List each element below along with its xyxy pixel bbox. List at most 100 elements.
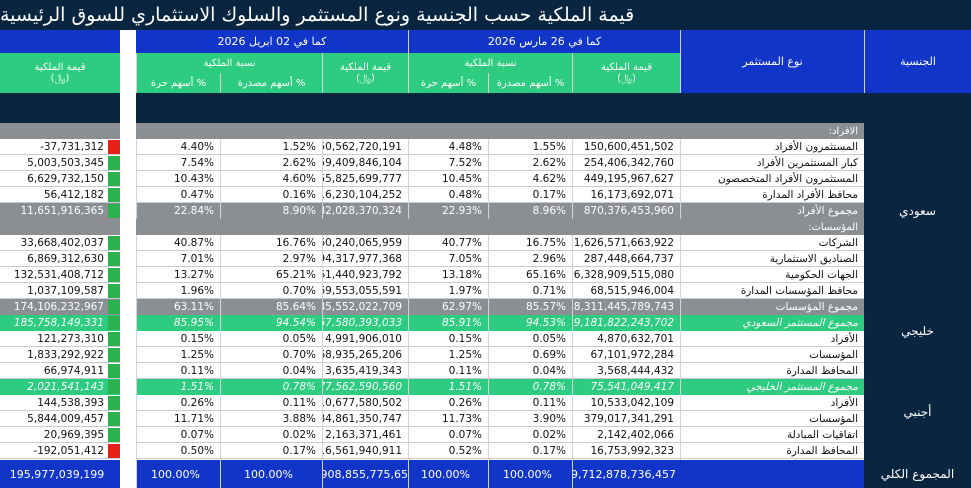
subheader-band (136, 123, 680, 139)
cell-f1: 22.93% (408, 203, 488, 219)
nationality-saudi: سعودي (864, 123, 971, 298)
cell-i2: 0.17% (220, 443, 322, 459)
cell-v1: 379,017,341,291 (572, 411, 680, 427)
cell-i2: 0.02% (220, 427, 322, 443)
indicator-cell (110, 171, 120, 187)
cell-f2: 0.11% (136, 363, 220, 379)
cell-f1: 0.52% (408, 443, 488, 459)
investor-type-label: المؤسسات (680, 347, 864, 363)
increase-indicator (108, 364, 120, 378)
change-value-label: قيمة الملكية (34, 62, 86, 73)
cell-f2: 4.40% (136, 139, 220, 155)
investor-type-label: المحافظ المدارة (680, 363, 864, 379)
cell-v2: 16,561,940,911 (322, 443, 408, 459)
cell-v2: 16,230,104,252 (322, 187, 408, 203)
cell-i1: 0.78% (488, 379, 572, 395)
cell-i1: 0.05% (488, 331, 572, 347)
riyal-symbol-2: (﷼) (356, 73, 375, 84)
cell-v2: 6,461,440,923,792 (322, 267, 408, 283)
cell-v1: 10,533,042,109 (572, 395, 680, 411)
cell-v2: 259,409,846,104 (322, 155, 408, 171)
cell-chg: 33,668,402,037 (0, 235, 110, 251)
investor-type-label: مجموع الأفراد (680, 203, 864, 219)
cell-f1: 7.05% (408, 251, 488, 267)
column-gap (120, 30, 136, 123)
cell-v1: 287,448,664,737 (572, 251, 680, 267)
cell-f2: 1.51% (136, 379, 220, 395)
cell-chg: 6,869,312,630 (0, 251, 110, 267)
investor-type-label: مجموع المستثمر الخليجي (680, 379, 864, 395)
cell-i1: 0.04% (488, 363, 572, 379)
increase-indicator (108, 204, 120, 218)
cell-f2: 40.87% (136, 235, 220, 251)
indicator-cell (110, 427, 120, 443)
indicator-cell (110, 443, 120, 459)
cell-i2: 0.05% (220, 331, 322, 347)
cell-chg: 185,758,149,331 (0, 315, 110, 331)
indicator-cell (110, 363, 120, 379)
increase-indicator (108, 284, 120, 298)
cell-i2: 4.60% (220, 171, 322, 187)
investor-type-label: الأفراد (680, 395, 864, 411)
cell-f1: 0.48% (408, 187, 488, 203)
investor-type-label: المستثمرون الأفراد المتخصصون (680, 171, 864, 187)
cell-f1: 7.52% (408, 155, 488, 171)
cell-i2: 2.97% (220, 251, 322, 267)
cell-v2: 68,935,265,206 (322, 347, 408, 363)
investor-type-label: الجهات الحكومية (680, 267, 864, 283)
grand-total-v2: 9,908,855,775,656 (322, 460, 408, 488)
cell-v1: 449,195,967,627 (572, 171, 680, 187)
cell-i2: 2.62% (220, 155, 322, 171)
page-title: قيمة الملكية حسب الجنسية ونوع المستثمر و… (0, 0, 971, 30)
indicator-cell (110, 331, 120, 347)
cell-chg: 174,106,232,967 (0, 299, 110, 315)
cell-f1: 62.97% (408, 299, 488, 315)
cell-v2: 2,163,371,461 (322, 427, 408, 443)
cell-v1: 1,626,571,663,922 (572, 235, 680, 251)
cell-chg: 11,651,916,365 (0, 203, 110, 219)
cell-chg: 56,412,182 (0, 187, 110, 203)
cell-i1: 0.02% (488, 427, 572, 443)
increase-indicator (108, 252, 120, 266)
cell-i1: 85.57% (488, 299, 572, 315)
cell-chg: 5,844,009,457 (0, 411, 110, 427)
decrease-indicator (108, 140, 120, 154)
cell-i2: 85.64% (220, 299, 322, 315)
cell-f2: 0.07% (136, 427, 220, 443)
cell-v2: 150,562,720,191 (322, 139, 408, 155)
ownership-value-label-1: قيمة الملكية (601, 62, 652, 73)
cell-f2: 0.26% (136, 395, 220, 411)
ownership-value-label-2: قيمة الملكية (340, 62, 391, 73)
cell-f1: 85.91% (408, 315, 488, 331)
indicator-cell (110, 155, 120, 171)
cell-f2: 0.50% (136, 443, 220, 459)
cell-f1: 0.26% (408, 395, 488, 411)
cell-v1: 2,142,402,066 (572, 427, 680, 443)
cell-i1: 0.69% (488, 347, 572, 363)
cell-v2: 77,562,590,560 (322, 379, 408, 395)
cell-v1: 6,328,909,515,080 (572, 267, 680, 283)
grand-total-spacer (680, 460, 864, 488)
investor-type-label: محافظ الأفراد المدارة (680, 187, 864, 203)
cell-v2: 10,677,580,502 (322, 395, 408, 411)
cell-v1: 870,376,453,960 (572, 203, 680, 219)
cell-f1: 13.18% (408, 267, 488, 283)
cell-v1: 68,515,946,004 (572, 283, 680, 299)
cell-chg: 132,531,408,712 (0, 267, 110, 283)
ownership-value-header-2: قيمة الملكية (﷼) (322, 53, 408, 93)
cell-f1: 0.11% (408, 363, 488, 379)
cell-i1: 0.17% (488, 443, 572, 459)
cell-i2: 0.70% (220, 347, 322, 363)
decrease-indicator (108, 444, 120, 458)
cell-i2: 3.88% (220, 411, 322, 427)
cell-v1: 4,870,632,701 (572, 331, 680, 347)
indicator-cell (110, 139, 120, 155)
cell-i1: 3.90% (488, 411, 572, 427)
period-2-header: كما في 02 ابريل 2026 (136, 30, 408, 53)
grand-total-chg: 195,977,039,199 (0, 460, 120, 488)
indicator-cell (110, 347, 120, 363)
nationality-header: الجنسية (864, 30, 971, 93)
cell-i2: 65.21% (220, 267, 322, 283)
cell-f2: 13.27% (136, 267, 220, 283)
grand-total-i2: 100.00% (220, 460, 322, 488)
